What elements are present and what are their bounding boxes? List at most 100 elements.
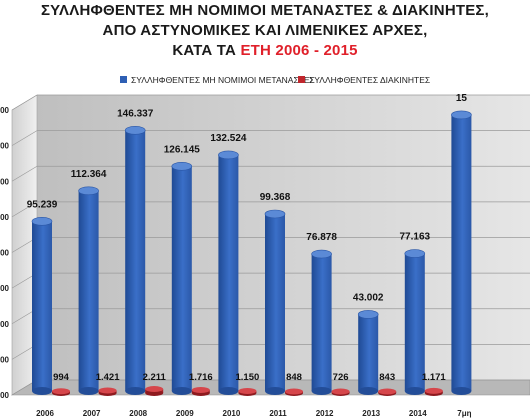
data-label-smugglers: 994: [53, 372, 70, 383]
bar-migrants-body: [358, 314, 379, 391]
bar-smugglers-top: [285, 388, 303, 395]
bar-migrants-body: [451, 114, 472, 391]
bar-migrants-base: [78, 387, 99, 395]
y-tick-label: 00: [0, 142, 9, 151]
x-tick-label: 2013: [362, 409, 380, 418]
bar-migrants: [124, 126, 146, 395]
data-label-migrants: 15: [456, 93, 468, 104]
y-tick-label: 00: [0, 284, 9, 293]
y-tick-label: 00: [0, 177, 9, 186]
bar-migrants-top: [264, 209, 286, 219]
chart-title-line-3: ΚΑΤΑ ΤΑ ΕΤΗ 2006 - 2015: [0, 42, 530, 59]
y-tick-label: 00: [0, 249, 9, 258]
x-tick-label: 2008: [129, 409, 147, 418]
bar-migrants: [264, 209, 286, 395]
bar-migrants-base: [311, 387, 332, 395]
bar-migrants-base: [265, 387, 285, 395]
bar-migrants: [171, 162, 193, 395]
data-label-smugglers: 1.421: [96, 372, 120, 383]
x-tick-label: 2011: [269, 409, 287, 418]
bar-migrants-top: [171, 162, 193, 171]
x-tick-label: 7μη: [457, 409, 471, 418]
data-label-migrants: 95.239: [27, 199, 58, 210]
bar-smugglers: [378, 388, 397, 396]
gridline-side: [11, 165, 38, 182]
bar-smugglers-top: [145, 386, 164, 393]
data-label-migrants: 132.524: [210, 133, 247, 144]
data-label-smugglers: 848: [286, 372, 302, 383]
legend-swatch: [120, 76, 127, 83]
bar-migrants-body: [218, 154, 239, 391]
y-tick-label: 00: [0, 213, 9, 222]
bar-smugglers-top: [52, 388, 70, 395]
y-tick-label: 00: [0, 320, 9, 329]
bar-migrants-body: [171, 166, 192, 391]
data-label-smugglers: 1.171: [422, 372, 446, 383]
bar-migrants-body: [125, 130, 146, 391]
bar-migrants-body: [311, 254, 332, 391]
bar-migrants: [78, 186, 99, 395]
x-tick-label: 2006: [36, 409, 54, 418]
bar-migrants-base: [404, 387, 425, 395]
x-tick-label: 2014: [409, 409, 427, 418]
gridline-side: [11, 94, 38, 111]
legend-label: ΣΥΛΛΗΦΘΕΝΤΕΣ ΜΗ ΝΟΜΙΜΟΙ ΜΕΤΑΝΑΣΤΕΣ: [131, 75, 315, 85]
bar-migrants-top: [404, 249, 426, 258]
bar-migrants-top: [311, 249, 332, 259]
bar-migrants: [31, 217, 53, 395]
gridline-side: [11, 130, 38, 146]
data-label-migrants: 146.337: [117, 108, 154, 119]
bar-migrants-base: [358, 387, 379, 395]
bar-migrants-base: [171, 387, 192, 395]
chart-title-years: ΕΤΗ 2006 - 2015: [240, 42, 358, 59]
y-tick-label: 00: [0, 106, 9, 115]
bar-migrants-top: [451, 110, 472, 120]
bar-migrants-body: [78, 190, 99, 391]
bar-smugglers: [238, 387, 257, 396]
bar-smugglers-top: [331, 388, 350, 395]
legend-swatch: [298, 76, 305, 83]
y-tick-label: 00: [0, 355, 9, 364]
bar-smugglers-top: [424, 387, 443, 394]
bar-smugglers-top: [378, 388, 397, 395]
bar-smugglers-top: [238, 387, 257, 394]
bar-smugglers: [52, 388, 70, 396]
bar-smugglers-top: [191, 386, 210, 393]
x-tick-label: 2007: [83, 409, 101, 418]
bar-migrants-top: [218, 150, 239, 160]
bar-migrants-top: [124, 126, 146, 135]
data-label-smugglers: 1.150: [236, 372, 260, 383]
bar-migrants-body: [32, 221, 52, 391]
bar-migrants-body: [404, 253, 425, 391]
bar-migrants: [451, 110, 472, 395]
bar-migrants: [218, 150, 239, 395]
data-label-migrants: 112.364: [71, 169, 107, 180]
data-label-smugglers: 2.211: [143, 372, 167, 383]
bar-smugglers: [424, 387, 443, 396]
bar-migrants-body: [265, 214, 285, 391]
data-label-migrants: 76.878: [306, 232, 337, 243]
legend-label: ΣΥΛΛΗΦΘΕΝΤΕΣ ΔΙΑΚΙΝΗΤΕΣ: [309, 75, 430, 85]
data-label-smugglers: 726: [333, 372, 349, 383]
data-label-migrants: 99.368: [260, 192, 291, 203]
data-label-migrants: 126.145: [164, 144, 201, 155]
bar-smugglers: [145, 386, 164, 396]
x-tick-label: 2012: [316, 409, 334, 418]
bar-smugglers: [98, 387, 117, 396]
bar-smugglers: [331, 388, 350, 396]
chart-title-line-1: ΣΥΛΛΗΦΘΕΝΤΕΣ ΜΗ ΝΟΜΙΜΟΙ ΜΕΤΑΝΑΣΤΕΣ & ΔΙΑ…: [40, 2, 489, 19]
bar-smugglers: [285, 388, 303, 396]
data-label-smugglers: 843: [379, 372, 395, 383]
bar-migrants-base: [125, 387, 146, 395]
x-tick-label: 2009: [176, 409, 194, 418]
bar-migrants-top: [78, 186, 99, 196]
chart-title-prefix: ΚΑΤΑ ΤΑ: [172, 42, 241, 59]
bar-migrants-top: [31, 217, 53, 226]
x-tick-label: 2010: [223, 409, 241, 418]
bar-migrants: [311, 249, 332, 395]
data-label-smugglers: 1.716: [189, 372, 213, 383]
gridline-side: [11, 201, 38, 218]
data-label-migrants: 43.002: [353, 292, 384, 303]
bar-migrants-base: [32, 387, 52, 395]
